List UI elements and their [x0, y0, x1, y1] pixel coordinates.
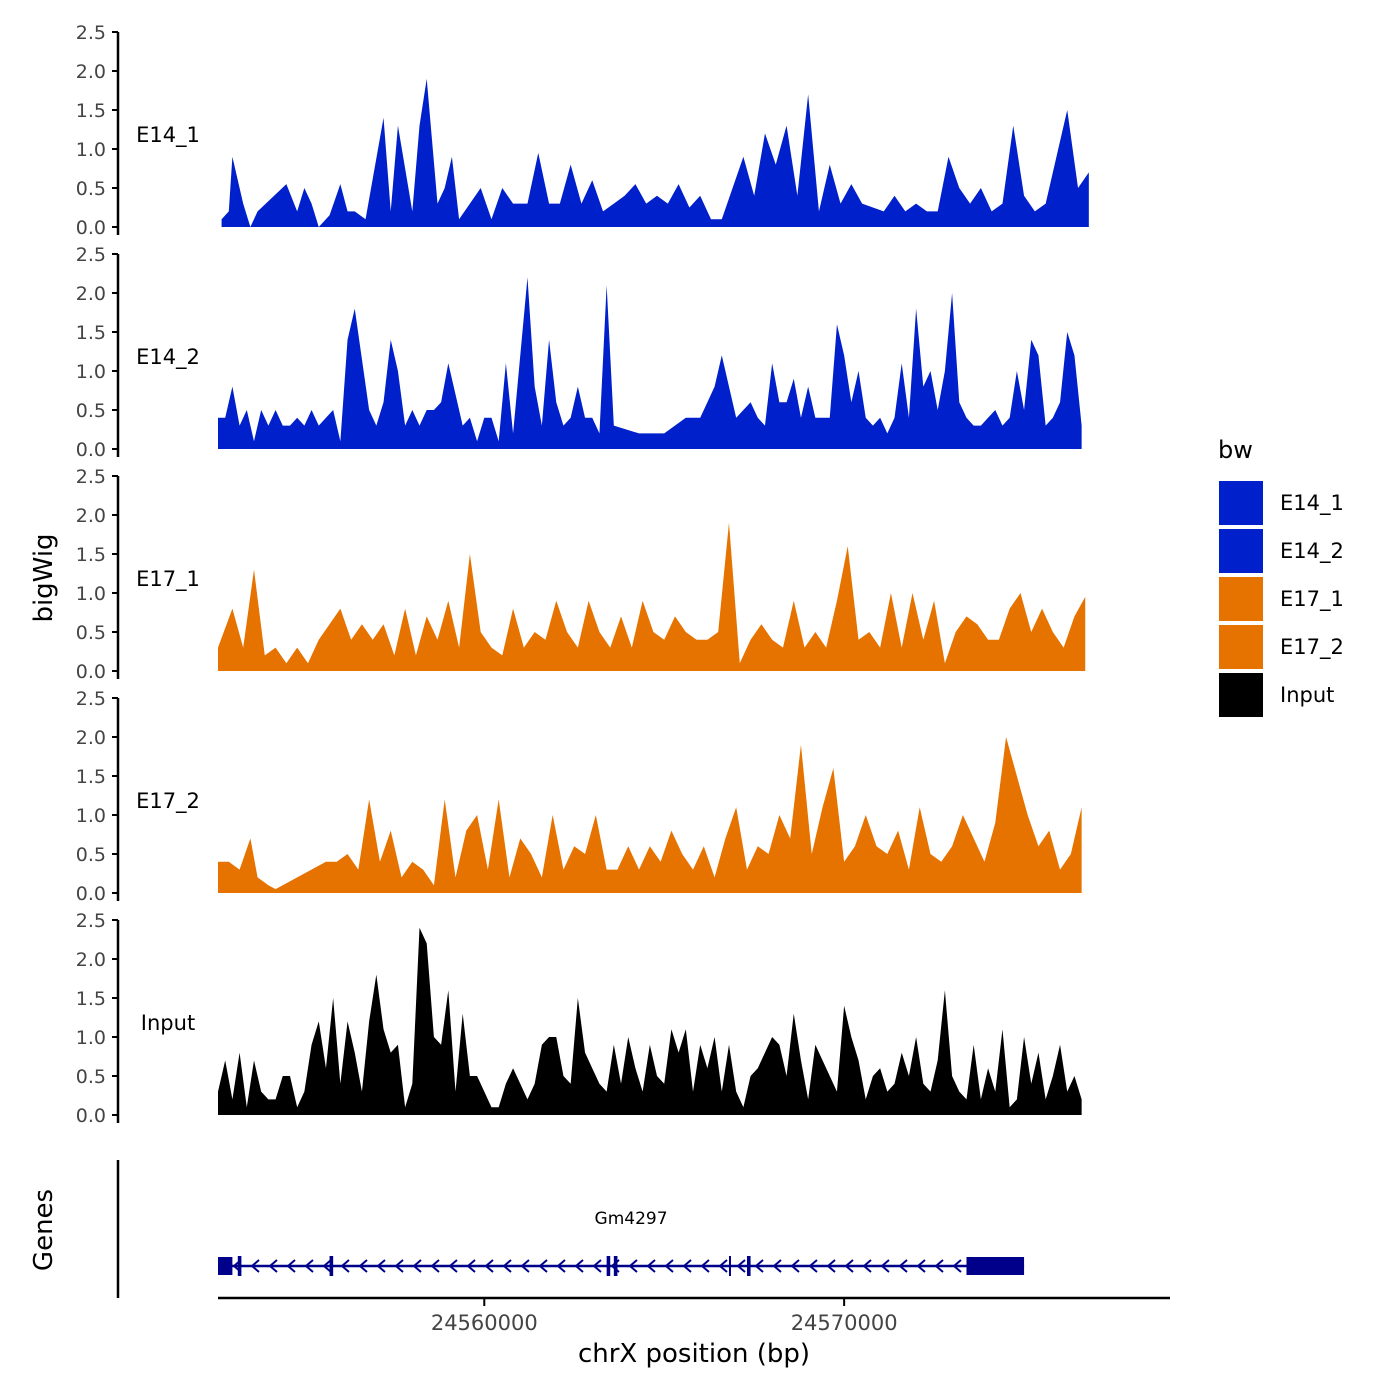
y-tick-label-Input: 0.5 [76, 1066, 106, 1088]
y-tick-label-E14_2: 1.0 [76, 361, 106, 383]
y-tick-label-E14_2: 2.5 [76, 244, 106, 266]
gene-exon [607, 1256, 611, 1276]
area-Input [218, 928, 1082, 1115]
y-tick-label-E17_1: 1.0 [76, 583, 106, 605]
area-E14_1 [222, 79, 1089, 227]
x-tick-label: 24560000 [431, 1311, 538, 1335]
legend-key-E14_1 [1218, 480, 1264, 526]
gene-exon [966, 1257, 1024, 1275]
legend-label-E17_1: E17_1 [1280, 587, 1344, 612]
y-tick-label-E17_2: 2.5 [76, 688, 106, 710]
legend-label-E14_1: E14_1 [1280, 491, 1344, 516]
area-E14_2 [218, 277, 1082, 449]
track-Input: 0.0 0.5 1.0 1.5 2.0 2.5 Input [76, 910, 1082, 1127]
y-tick-label-Input: 1.5 [76, 988, 106, 1010]
chart-svg: 0.0 0.5 1.0 1.5 2.0 2.5 E14_1 0.0 0.5 1.0 1.5 2.0 2.… [0, 0, 1400, 1400]
area-E17_1 [218, 523, 1085, 671]
y-tick-label-E14_1: 0.5 [76, 178, 106, 200]
track-label-E17_2: E17_2 [136, 789, 200, 814]
legend-label-Input: Input [1280, 683, 1334, 707]
y-tick-label-E17_1: 0.0 [76, 661, 106, 683]
gene-exon [330, 1256, 334, 1276]
y-tick-label-E17_2: 2.0 [76, 727, 106, 749]
gene-label: Gm4297 [595, 1209, 668, 1229]
legend-label-E17_2: E17_2 [1280, 635, 1344, 660]
y-tick-label-E17_1: 1.5 [76, 544, 106, 566]
x-axis: 24560000 24570000 [218, 1298, 1170, 1335]
legend-key-E14_2 [1218, 528, 1264, 574]
y-axis-title-genes: Genes [29, 1189, 59, 1271]
y-tick-label-E14_1: 1.5 [76, 100, 106, 122]
tracks-group: 0.0 0.5 1.0 1.5 2.0 2.5 E14_1 0.0 0.5 1.0 1.5 2.0 2.… [76, 22, 1089, 1127]
y-tick-label-E17_2: 1.0 [76, 805, 106, 827]
track-E14_1: 0.0 0.5 1.0 1.5 2.0 2.5 E14_1 [76, 22, 1089, 239]
track-E14_2: 0.0 0.5 1.0 1.5 2.0 2.5 E14_2 [76, 244, 1082, 461]
y-tick-label-E17_1: 2.0 [76, 505, 106, 527]
track-label-E14_2: E14_2 [136, 345, 200, 370]
track-label-E14_1: E14_1 [136, 123, 200, 148]
legend-label-E14_2: E14_2 [1280, 539, 1344, 564]
y-tick-label-E17_1: 2.5 [76, 466, 106, 488]
gene-exon [614, 1256, 618, 1276]
y-tick-label-E14_1: 1.0 [76, 139, 106, 161]
y-tick-label-E14_2: 0.5 [76, 400, 106, 422]
legend-key-E17_2 [1218, 624, 1264, 670]
area-E17_2 [218, 737, 1082, 893]
y-tick-label-E14_1: 2.0 [76, 61, 106, 83]
legend-key-E17_1 [1218, 576, 1264, 622]
y-tick-label-E14_1: 2.5 [76, 22, 106, 44]
legend-key-Input [1218, 672, 1264, 718]
y-tick-label-Input: 1.0 [76, 1027, 106, 1049]
track-label-Input: Input [141, 1011, 195, 1035]
y-tick-label-E14_2: 1.5 [76, 322, 106, 344]
x-axis-title: chrX position (bp) [578, 1339, 810, 1369]
gene-exon [747, 1256, 751, 1276]
y-tick-label-Input: 0.0 [76, 1105, 106, 1127]
legend-title: bw [1218, 436, 1253, 464]
track-label-E17_1: E17_1 [136, 567, 200, 592]
gene-exon [238, 1256, 242, 1276]
track-E17_1: 0.0 0.5 1.0 1.5 2.0 2.5 E17_1 [76, 466, 1085, 683]
y-tick-label-E14_1: 0.0 [76, 217, 106, 239]
x-tick-label: 24570000 [791, 1311, 898, 1335]
y-tick-label-E17_1: 0.5 [76, 622, 106, 644]
y-tick-label-Input: 2.0 [76, 949, 106, 971]
y-tick-label-E17_2: 1.5 [76, 766, 106, 788]
gene-exon [729, 1256, 731, 1276]
y-tick-label-E17_2: 0.5 [76, 844, 106, 866]
y-tick-label-E14_2: 2.0 [76, 283, 106, 305]
legend: bw E14_1 E14_2 E17_1 E17_2 Input [1218, 436, 1344, 718]
genes-panel: Gm4297 [118, 1160, 1024, 1298]
track-E17_2: 0.0 0.5 1.0 1.5 2.0 2.5 E17_2 [76, 688, 1082, 905]
gene-exon [218, 1257, 232, 1275]
y-tick-label-Input: 2.5 [76, 910, 106, 932]
y-tick-label-E14_2: 0.0 [76, 439, 106, 461]
y-axis-title-bigwig: bigWig [29, 533, 59, 622]
y-tick-label-E17_2: 0.0 [76, 883, 106, 905]
